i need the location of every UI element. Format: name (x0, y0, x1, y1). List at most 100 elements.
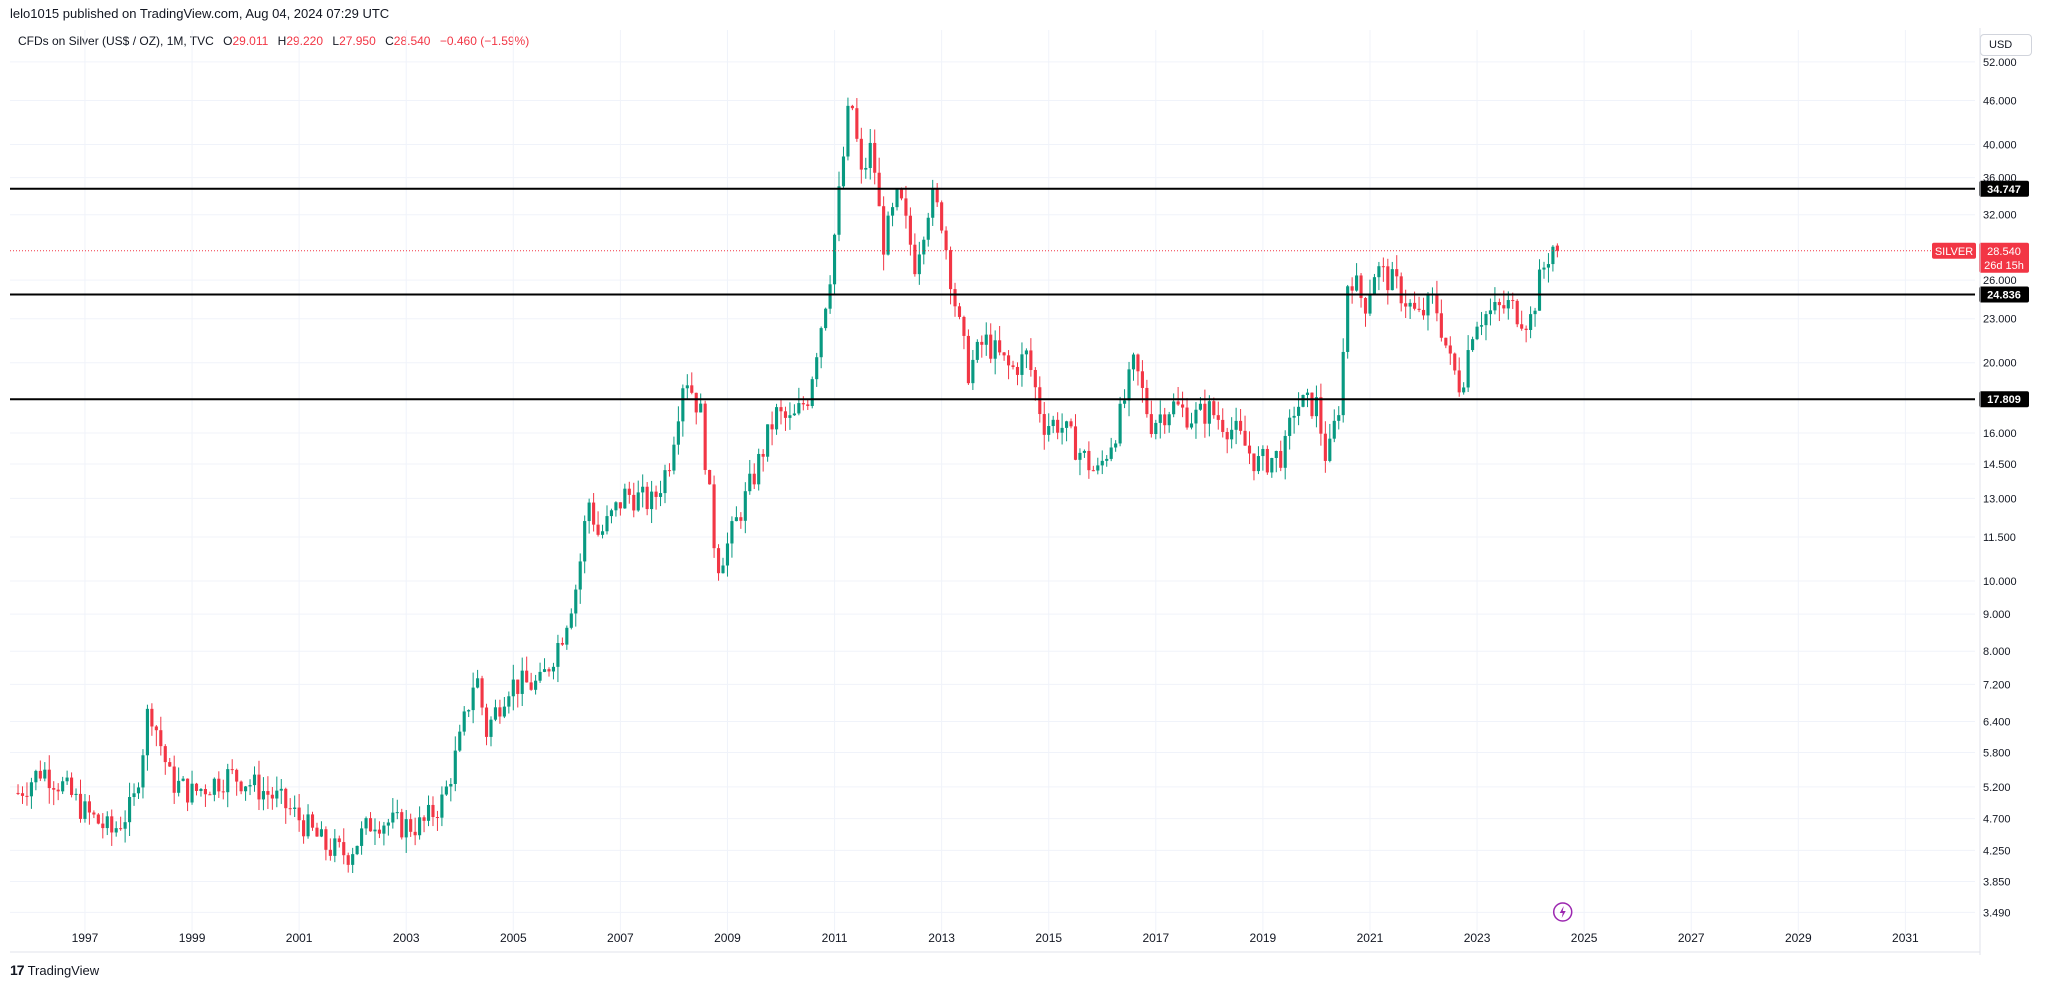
candle-body (194, 783, 199, 791)
candle-body (712, 484, 716, 549)
high-value: 29.220 (286, 34, 324, 48)
candle-body (230, 769, 234, 771)
candle-body (275, 790, 279, 799)
candle-body (1297, 406, 1301, 416)
y-tick-label: 46.000 (1983, 95, 2017, 107)
candle-body (1145, 387, 1149, 415)
y-tick-label: 36.000 (1983, 173, 2017, 185)
candle-body (752, 473, 756, 485)
candle-body (409, 819, 413, 832)
candle-body (734, 517, 738, 522)
candle-body (422, 817, 426, 821)
candle-body (431, 804, 435, 817)
candle-body (507, 696, 511, 707)
close-label: C (385, 34, 394, 48)
candle-body (1051, 419, 1055, 427)
candle-body (926, 217, 930, 240)
y-tick-label: 5.200 (1983, 782, 2011, 794)
candle-body (699, 403, 703, 413)
candle-body (208, 794, 212, 796)
candle-body (288, 808, 292, 810)
candle-body (516, 679, 520, 694)
candle-body (1230, 429, 1234, 440)
candle-body (38, 770, 42, 779)
candle-body (645, 486, 649, 510)
candle-body (252, 774, 257, 786)
candle-body (418, 817, 422, 836)
candle-body (297, 807, 301, 821)
footer-brand[interactable]: 17 TradingView (10, 962, 99, 978)
candle-body (850, 105, 854, 109)
candle-body (1310, 392, 1314, 417)
candle-body (1270, 457, 1274, 473)
candle-body (168, 762, 172, 767)
published-info: lelo1015 published on TradingView.com, A… (10, 6, 390, 21)
candle-body (25, 795, 29, 797)
candle-body (1301, 395, 1305, 407)
candle-body (1011, 365, 1015, 367)
y-tick-label: 14.500 (1983, 459, 2017, 471)
candle-body (975, 341, 979, 360)
candle-body (1274, 450, 1278, 458)
candle-body (1189, 423, 1194, 428)
currency-button[interactable]: USD (1980, 34, 2032, 56)
candle-body (78, 793, 83, 819)
candle-body (511, 679, 515, 697)
y-tick-label: 4.250 (1983, 845, 2011, 857)
candle-body (529, 682, 533, 690)
candle-body (221, 791, 225, 793)
candle-body (96, 814, 100, 824)
candle-body (650, 491, 654, 510)
candle-body (819, 328, 823, 358)
candle-body (1038, 387, 1042, 415)
candle-body (1475, 326, 1479, 340)
candle-body (1386, 266, 1390, 291)
candle-body (1065, 421, 1069, 428)
candle-body (654, 491, 658, 497)
candle-body (172, 766, 176, 793)
candle-body (1105, 458, 1109, 461)
candle-body (145, 708, 149, 756)
candle-body (632, 494, 636, 511)
candle-body (596, 524, 600, 535)
candle-body (1087, 450, 1091, 471)
candle-body (779, 407, 783, 412)
candle-body (270, 794, 274, 799)
candle-body (493, 707, 498, 720)
candle-body (351, 854, 355, 865)
y-tick-label: 32.000 (1983, 210, 2017, 222)
candle-body (1426, 295, 1430, 316)
candle-body (846, 105, 850, 157)
candle-body (797, 403, 801, 414)
candle-body (538, 671, 542, 681)
flash-icon[interactable] (1552, 902, 1573, 922)
candle-body (1506, 300, 1510, 309)
candle-body (605, 516, 609, 532)
candle-body (886, 215, 890, 255)
candle-body (574, 589, 578, 614)
candle-body (757, 453, 761, 485)
candle-body (841, 156, 846, 187)
x-tick-label: 2031 (1892, 931, 1919, 945)
candle-body (1341, 351, 1345, 416)
candle-body (244, 786, 248, 792)
level-label-bg (1979, 391, 2029, 408)
candle-body (199, 788, 203, 791)
candle-body (1047, 426, 1051, 435)
candle-body (1265, 448, 1269, 473)
candle-body (83, 801, 87, 819)
candle-body (1332, 420, 1336, 439)
candle-body (1502, 305, 1506, 309)
change-value: −0.460 (−1.59%) (439, 34, 530, 48)
candle-body (1221, 419, 1225, 432)
candle-body (355, 845, 359, 855)
symbol-name: CFDs on Silver (US$ / OZ), 1M, TVC (18, 34, 214, 48)
candle-body (284, 788, 288, 809)
x-tick-label: 2007 (607, 931, 634, 945)
candle-body (16, 792, 20, 794)
candle-body (1176, 401, 1180, 405)
candle-body (966, 335, 970, 384)
y-tick-label: 26.000 (1983, 275, 2017, 287)
candle-body (306, 814, 310, 837)
